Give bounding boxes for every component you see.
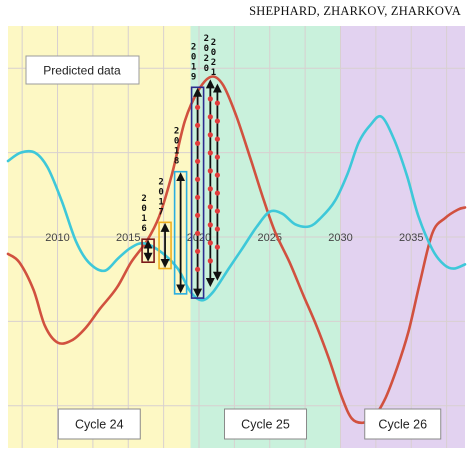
year-box-2019: [190, 86, 205, 299]
data-series: [6, 75, 467, 425]
year-dot: [214, 118, 220, 124]
year-dot: [207, 132, 213, 138]
year-dot: [214, 244, 220, 250]
year-dot: [207, 222, 213, 228]
year-dot: [207, 168, 213, 174]
year-label-char: 0: [141, 204, 146, 214]
year-dot: [194, 140, 201, 146]
year-label-char: 1: [191, 62, 196, 72]
year-dot: [207, 114, 213, 120]
year-marker-2020: 2020: [204, 34, 215, 288]
cycle-label-box-25: [224, 408, 308, 440]
year-dot: [207, 204, 213, 210]
year-label-char: 2: [174, 127, 179, 137]
predicted-data-label: Predicted data: [43, 64, 121, 78]
author-credit: SHEPHARD, ZHARKOV, ZHARKOVA: [249, 4, 461, 18]
year-dot: [194, 158, 201, 164]
cyan-series-line: [6, 114, 467, 302]
year-label-char: 6: [141, 224, 146, 234]
year-box-2017: [158, 221, 172, 270]
cycle-label-24: Cycle 24: [75, 418, 124, 432]
year-dot: [194, 230, 201, 236]
cycle-label-25: Cycle 25: [241, 418, 290, 432]
cycle-labels: Cycle 24 Cycle 25 Cycle 26: [57, 408, 442, 440]
x-tick-label: 2035: [399, 232, 423, 244]
year-dot: [214, 136, 220, 142]
year-label-char: 2: [204, 34, 209, 44]
year-dot: [214, 208, 220, 214]
year-dot: [207, 186, 213, 192]
year-dot: [214, 100, 220, 106]
year-label-char: 7: [158, 207, 163, 217]
year-label-char: 1: [158, 197, 163, 207]
year-label-char: 2: [204, 54, 209, 64]
year-label-char: 0: [204, 64, 209, 74]
year-dot: [194, 104, 201, 110]
x-tick-label: 2015: [116, 232, 140, 244]
x-tick-label: 2030: [328, 232, 352, 244]
year-box-2016: [141, 238, 155, 264]
cycle-label-box-26: [364, 408, 442, 440]
year-label-char: 8: [174, 157, 179, 167]
year-label-char: 2: [141, 194, 146, 204]
year-label-char: 1: [174, 147, 179, 157]
year-dot: [194, 176, 201, 182]
x-tick-label: 2010: [45, 232, 69, 244]
year-dot: [194, 194, 201, 200]
year-dot: [194, 248, 201, 254]
year-dot: [207, 258, 213, 264]
grid-lines: [8, 26, 465, 448]
year-label-char: 9: [191, 72, 196, 82]
year-box-2018: [173, 170, 188, 295]
year-dot: [207, 150, 213, 156]
year-label-char: 2: [211, 58, 216, 68]
year-dot: [207, 96, 213, 102]
predicted-data-frame: [25, 55, 140, 85]
year-label-char: 1: [211, 68, 216, 78]
year-label-char: 2: [191, 42, 196, 52]
year-label-char: 0: [158, 187, 163, 197]
predicted-data-box: Predicted data: [25, 55, 140, 85]
year-label-char: 0: [174, 137, 179, 147]
year-label-char: 0: [191, 52, 196, 62]
year-dot: [214, 226, 220, 232]
year-label-char: 2: [158, 177, 163, 187]
year-dot: [214, 154, 220, 160]
year-label-char: 0: [211, 48, 216, 58]
year-dot: [214, 172, 220, 178]
year-dot: [194, 122, 201, 128]
year-label-char: 1: [141, 214, 146, 224]
year-label-char: 0: [204, 44, 209, 54]
year-dot: [194, 266, 201, 272]
cycle-label-box-24: [57, 408, 141, 440]
year-label-char: 2: [211, 38, 216, 48]
red-series-line: [6, 75, 467, 425]
year-dot: [194, 212, 201, 218]
cycle-label-26: Cycle 26: [378, 418, 427, 432]
year-dot: [214, 190, 220, 196]
year-dot: [207, 240, 213, 246]
